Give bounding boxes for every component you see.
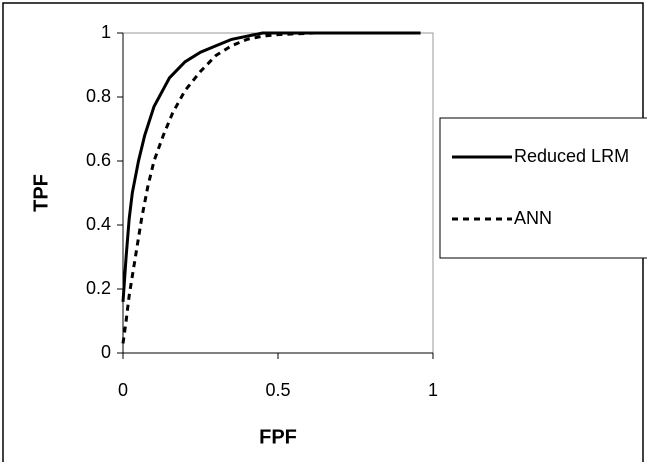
y-tick-label: 0.6 bbox=[86, 150, 111, 170]
legend-label: Reduced LRM bbox=[514, 146, 629, 166]
y-tick-label: 1 bbox=[101, 22, 111, 42]
x-tick-label: 0 bbox=[118, 380, 128, 400]
y-tick-label: 0 bbox=[101, 342, 111, 362]
x-tick-label: 0.5 bbox=[265, 380, 290, 400]
line-series bbox=[121, 31, 421, 302]
y-axis-title: TPF bbox=[30, 174, 52, 212]
plot-area bbox=[122, 32, 434, 354]
y-tick-label: 0.8 bbox=[86, 86, 111, 106]
x-axis-title: FPF bbox=[259, 426, 297, 448]
line-series bbox=[121, 31, 316, 344]
legend-label: ANN bbox=[514, 208, 552, 228]
y-tick-label: 0.2 bbox=[86, 278, 111, 298]
x-tick-label: 1 bbox=[428, 380, 438, 400]
y-tick-label: 0.4 bbox=[86, 214, 111, 234]
legend-box bbox=[439, 117, 647, 259]
